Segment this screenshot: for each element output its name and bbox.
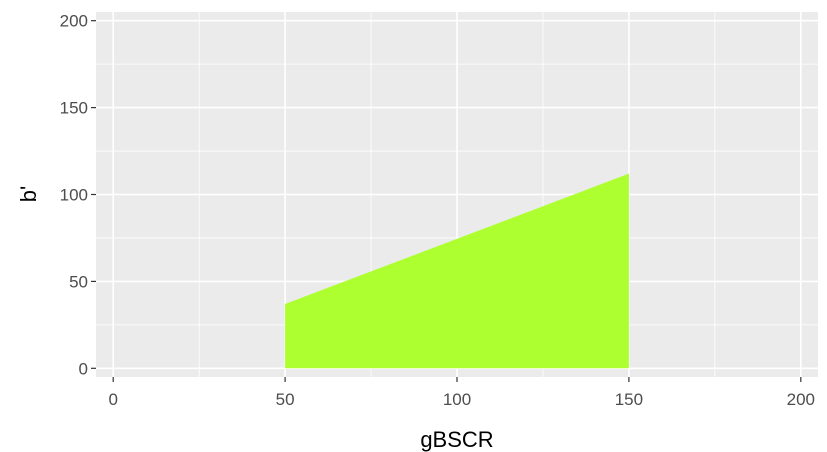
x-tick-label: 0 — [108, 390, 117, 409]
x-tick-label: 100 — [443, 390, 471, 409]
x-tick-label: 50 — [276, 390, 295, 409]
y-tick-label: 200 — [60, 12, 88, 31]
y-tick-label: 0 — [79, 359, 88, 378]
y-tick-label: 150 — [60, 99, 88, 118]
x-tick-label: 200 — [787, 390, 815, 409]
x-axis-title: gBSCR — [420, 427, 493, 452]
y-axis-ticks: 0 50 100 150 200 — [60, 12, 96, 378]
y-axis-title: b' — [16, 186, 41, 202]
area-series — [285, 173, 629, 369]
y-tick-label: 50 — [69, 272, 88, 291]
y-tick-label: 100 — [60, 186, 88, 205]
area-shape — [285, 173, 629, 369]
x-axis-ticks: 0 50 100 150 200 — [108, 377, 815, 409]
x-tick-label: 150 — [615, 390, 643, 409]
